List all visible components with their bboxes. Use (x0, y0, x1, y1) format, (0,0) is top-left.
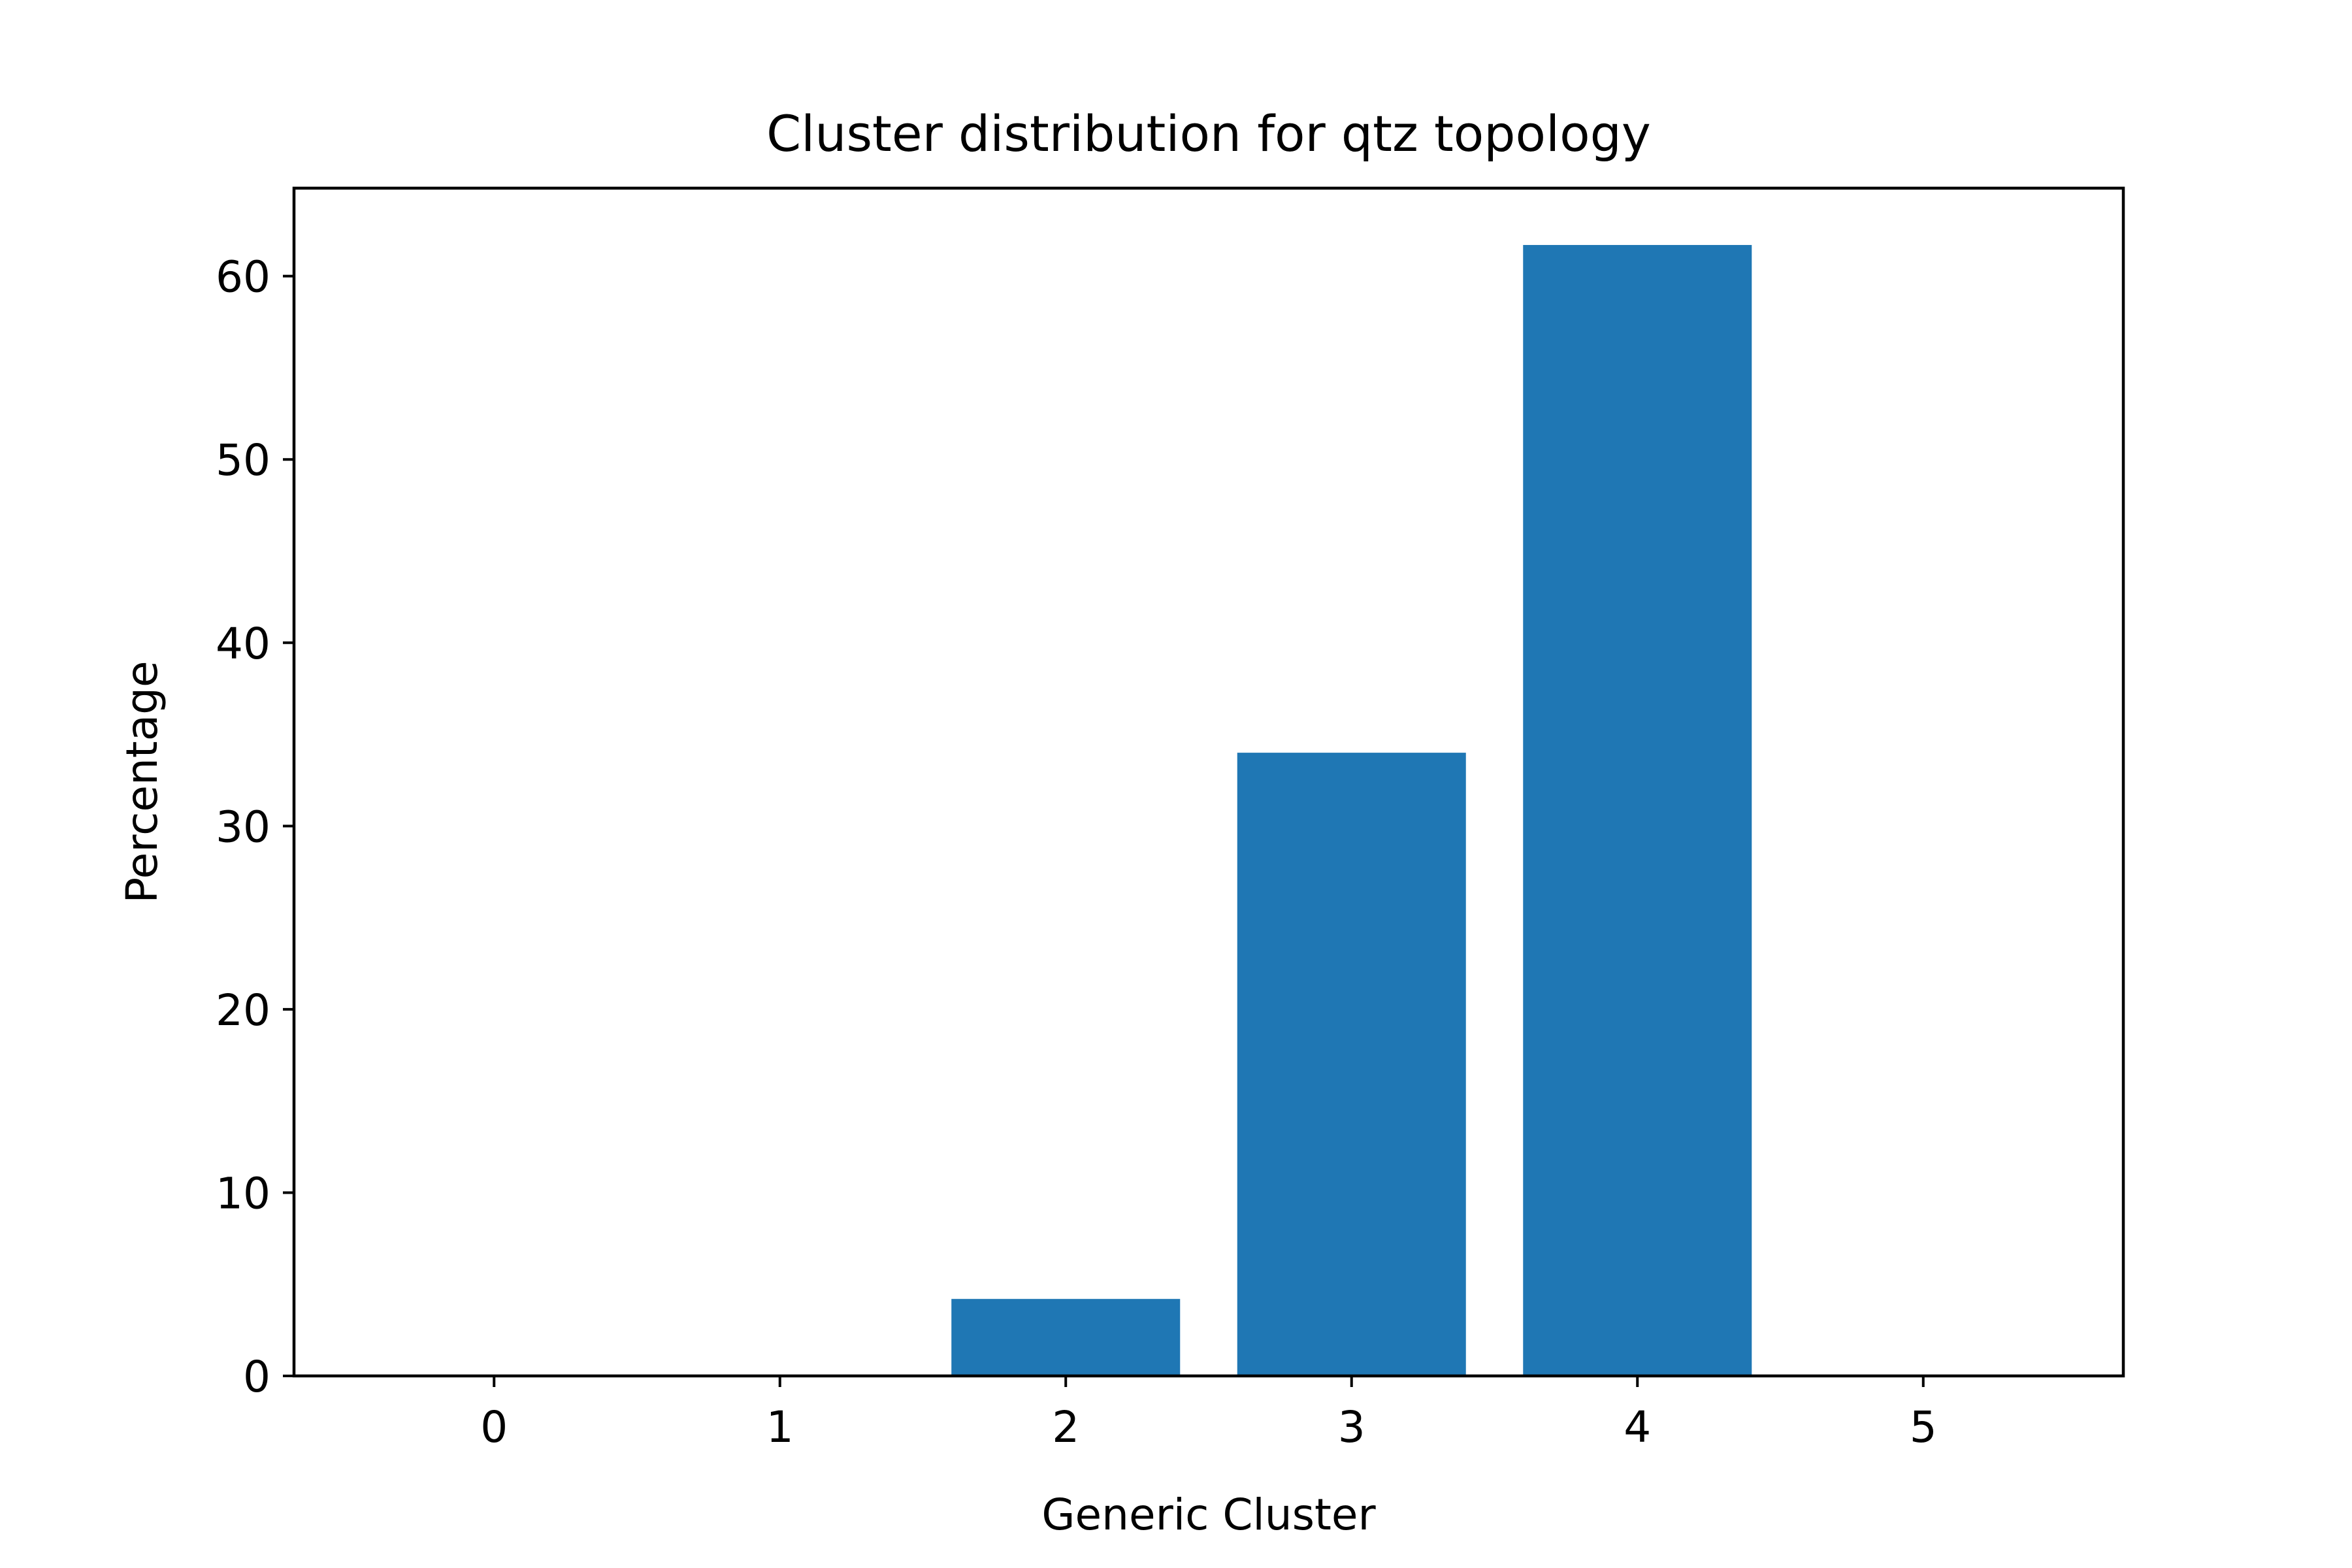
y-axis: 0 10 20 30 40 50 60 (216, 252, 294, 1402)
bar-3 (1237, 753, 1466, 1376)
y-tick-label: 10 (216, 1168, 270, 1218)
y-tick-label: 30 (216, 802, 270, 852)
plot-area (951, 244, 1752, 1377)
x-tick-label: 1 (766, 1402, 794, 1452)
x-axis: 0 1 2 3 4 5 (480, 1376, 1937, 1452)
x-axis-label: Generic Cluster (1041, 1490, 1376, 1540)
x-tick-label: 4 (1624, 1402, 1651, 1452)
axes-frame (292, 186, 2125, 1378)
x-tick-label: 2 (1052, 1402, 1079, 1452)
y-tick-label: 40 (216, 619, 270, 669)
y-tick-label: 0 (243, 1352, 270, 1402)
chart-title: Cluster distribution for qtz topology (766, 105, 1651, 163)
x-tick-label: 0 (480, 1402, 508, 1452)
y-axis-label: Percentage (117, 661, 167, 903)
bar-2 (951, 1299, 1181, 1376)
x-tick-label: 3 (1338, 1402, 1365, 1452)
y-tick-label: 50 (216, 435, 270, 485)
bar-4 (1523, 244, 1752, 1377)
x-tick-label: 5 (1910, 1402, 1937, 1452)
y-tick-label: 60 (216, 252, 270, 302)
y-tick-label: 20 (216, 985, 270, 1036)
